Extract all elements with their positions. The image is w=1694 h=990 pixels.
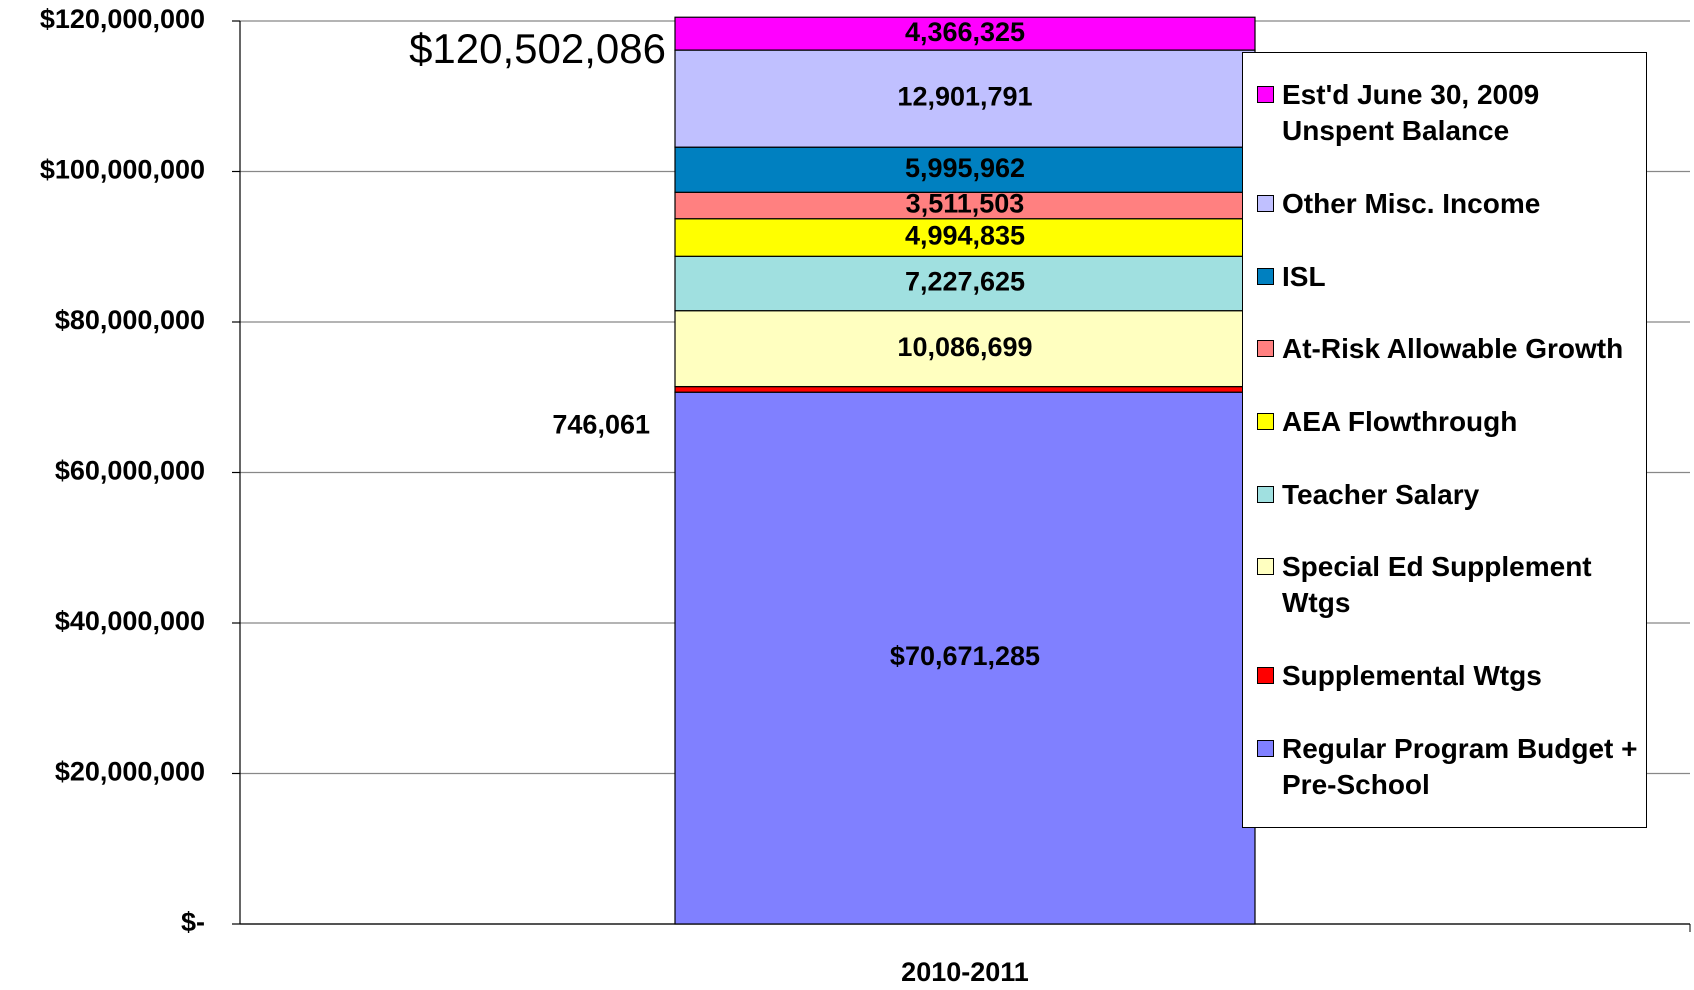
data-label: 4,994,835 xyxy=(905,221,1025,251)
bar-segment xyxy=(674,16,1256,51)
data-label: 746,061 xyxy=(552,410,650,440)
y-tick-label: $40,000,000 xyxy=(55,606,205,636)
legend-swatch xyxy=(1257,485,1274,503)
legend: Est'd June 30, 2009 Unspent Balance Other… xyxy=(1242,52,1647,828)
legend-swatch xyxy=(1257,666,1274,684)
data-label: $70,671,285 xyxy=(890,641,1040,671)
bar-segment xyxy=(674,146,1256,193)
legend-swatch xyxy=(1257,412,1274,430)
legend-item: Est'd June 30, 2009 Unspent Balance xyxy=(1257,77,1638,149)
legend-label: ISL xyxy=(1282,260,1326,292)
legend-label: Regular Program Budget + Pre-School xyxy=(1282,732,1638,800)
x-tick-label: 2010-2011 xyxy=(901,957,1029,987)
data-label: 12,901,791 xyxy=(897,82,1032,112)
legend-label: Supplemental Wtgs xyxy=(1282,659,1542,691)
legend-swatch xyxy=(1257,194,1274,212)
legend-item: Regular Program Budget + Pre-School xyxy=(1257,731,1638,803)
legend-item: ISL xyxy=(1257,259,1638,295)
bar-segment xyxy=(674,310,1256,388)
legend-swatch xyxy=(1257,86,1274,104)
bar-segment xyxy=(674,385,1256,393)
bar-segment xyxy=(674,191,1256,220)
data-label: 10,086,699 xyxy=(897,332,1032,362)
legend-swatch xyxy=(1257,739,1274,757)
data-label: 5,995,962 xyxy=(905,153,1025,183)
legend-label: Est'd June 30, 2009 Unspent Balance xyxy=(1282,79,1540,147)
bar-segment xyxy=(674,49,1256,148)
legend-item: Teacher Salary xyxy=(1257,477,1638,513)
legend-item: At-Risk Allowable Growth xyxy=(1257,331,1638,367)
legend-swatch xyxy=(1257,267,1274,285)
data-label: 4,366,325 xyxy=(905,17,1025,47)
legend-item: Other Misc. Income xyxy=(1257,186,1638,222)
y-tick-label: $120,000,000 xyxy=(40,4,205,34)
y-tick-label: $100,000,000 xyxy=(40,155,205,185)
y-tick-label: $- xyxy=(181,907,205,937)
legend-swatch xyxy=(1257,340,1274,358)
legend-label: Teacher Salary xyxy=(1282,478,1480,510)
data-label: 3,511,503 xyxy=(906,189,1025,219)
y-tick-label: $60,000,000 xyxy=(55,456,205,486)
total-annotation: $120,502,086 xyxy=(409,25,666,72)
bar-segment xyxy=(674,218,1256,257)
legend-label: At-Risk Allowable Growth xyxy=(1282,333,1624,365)
y-tick-label: $80,000,000 xyxy=(55,305,205,335)
legend-label: Other Misc. Income xyxy=(1282,187,1541,219)
legend-label: AEA Flowthrough xyxy=(1282,405,1518,437)
legend-label: Special Ed Supplement Wtgs xyxy=(1282,551,1592,619)
legend-swatch xyxy=(1257,558,1274,576)
data-label: 7,227,625 xyxy=(905,267,1025,297)
legend-item: AEA Flowthrough xyxy=(1257,404,1638,440)
y-tick-label: $20,000,000 xyxy=(55,757,205,787)
legend-item: Supplemental Wtgs xyxy=(1257,658,1638,694)
legend-item: Special Ed Supplement Wtgs xyxy=(1257,549,1638,621)
bar-segment xyxy=(674,391,1256,925)
